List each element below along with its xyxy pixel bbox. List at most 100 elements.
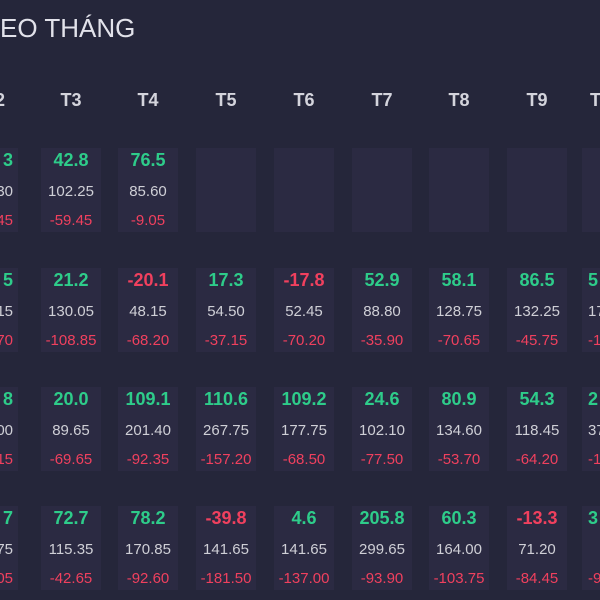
cell-low: -59.45 [50, 212, 93, 229]
cell-change: 78.2 [130, 508, 165, 528]
cell-background [196, 148, 256, 232]
cell-change: 21.2 [53, 270, 88, 290]
cell-high: 52.45 [285, 303, 323, 320]
column-header: T7 [371, 90, 392, 110]
cell-change: 8 [3, 389, 13, 409]
cell-background [429, 148, 489, 232]
cell-background [429, 387, 489, 471]
cell-high: 128.75 [436, 303, 482, 320]
cell-low: -9.05 [131, 212, 165, 229]
column-header: T4 [137, 90, 158, 110]
title: EO THÁNG [0, 13, 135, 43]
cell-background [0, 506, 18, 590]
cell-high: 102.10 [359, 422, 405, 439]
cell-background [0, 387, 18, 471]
column-header: 2 [0, 90, 5, 110]
cell-low: -137.00 [279, 570, 330, 587]
cell-background [196, 506, 256, 590]
cell-high: 30 [0, 183, 13, 200]
column-header: T5 [215, 90, 236, 110]
cell-change: -20.1 [127, 270, 168, 290]
cell-background [429, 268, 489, 352]
cell-high: 85.60 [129, 183, 167, 200]
cell-change: 5 [3, 270, 13, 290]
cell-low: -92.35 [127, 451, 170, 468]
cell-high: 115.35 [49, 541, 94, 558]
cell-low: -53.70 [438, 451, 481, 468]
cell-change: -13.3 [516, 508, 557, 528]
cell-high: 164.00 [436, 541, 482, 558]
cell-high: 141.65 [281, 541, 327, 558]
cell-background [352, 387, 412, 471]
cell-high: 201.40 [125, 422, 171, 439]
cell-background [41, 387, 101, 471]
cell-change: 110.6 [204, 389, 248, 409]
cell-background [274, 506, 334, 590]
cell-high: 130.05 [48, 303, 94, 320]
cell-high: 88.80 [363, 303, 401, 320]
cell-change: 24.6 [364, 389, 399, 409]
cell-high: 299.65 [359, 541, 405, 558]
cell-high: 267.75 [203, 422, 249, 439]
cell-low: -1 [588, 451, 600, 468]
cell-low: -64.20 [516, 451, 559, 468]
cell-low: 15 [0, 451, 13, 468]
cell-high: 54.50 [207, 303, 245, 320]
cell-background [582, 268, 600, 352]
cell-high: 89.65 [52, 422, 90, 439]
cell-change: 2 [588, 389, 598, 409]
cell-change: 20.0 [53, 389, 88, 409]
cell-change: 3 [588, 508, 598, 528]
cell-background [507, 268, 567, 352]
cell-background [274, 268, 334, 352]
cell-background [352, 148, 412, 232]
cell-low: -35.90 [361, 332, 404, 349]
cell-change: 54.3 [519, 389, 554, 409]
cell-low: -9 [588, 570, 600, 587]
cell-background [274, 148, 334, 232]
cell-low: -70.20 [283, 332, 326, 349]
cell-low: -42.65 [50, 570, 93, 587]
cell-change: 60.3 [441, 508, 476, 528]
cell-low: -108.85 [46, 332, 97, 349]
cell-background [429, 506, 489, 590]
cell-change: -39.8 [205, 508, 246, 528]
cell-change: 80.9 [441, 389, 476, 409]
cell-high: 75 [0, 541, 13, 558]
cell-background [0, 268, 18, 352]
cell-change: 52.9 [364, 270, 399, 290]
cell-low: -45.75 [516, 332, 559, 349]
cell-low: -70.65 [438, 332, 481, 349]
cell-low: -77.50 [361, 451, 404, 468]
cell-background [0, 148, 18, 232]
cell-change: 76.5 [130, 150, 165, 170]
cell-low: 45 [0, 212, 13, 229]
cell-change: 109.1 [125, 389, 170, 409]
cell-background [274, 387, 334, 471]
cell-high: 17 [588, 303, 600, 320]
cell-high: 71.20 [518, 541, 556, 558]
cell-background [582, 387, 600, 471]
cell-background [118, 506, 178, 590]
cell-change: 4.6 [291, 508, 316, 528]
cell-low: -69.65 [50, 451, 93, 468]
cell-change: 5 [588, 270, 598, 290]
cell-change: 3 [3, 150, 13, 170]
cell-background [196, 268, 256, 352]
cell-change: 7 [3, 508, 13, 528]
cell-background [582, 148, 600, 232]
cell-background [41, 148, 101, 232]
cell-high: 00 [0, 422, 13, 439]
cell-change: 86.5 [519, 270, 554, 290]
cell-background [352, 268, 412, 352]
cell-low: -157.20 [201, 451, 252, 468]
cell-high: 141.65 [203, 541, 249, 558]
column-header: T8 [448, 90, 469, 110]
column-header: T6 [293, 90, 314, 110]
cell-background [41, 506, 101, 590]
cell-low: -103.75 [434, 570, 485, 587]
cell-high: 134.60 [436, 422, 482, 439]
cell-low: 70 [0, 332, 13, 349]
cell-change: 109.2 [281, 389, 326, 409]
